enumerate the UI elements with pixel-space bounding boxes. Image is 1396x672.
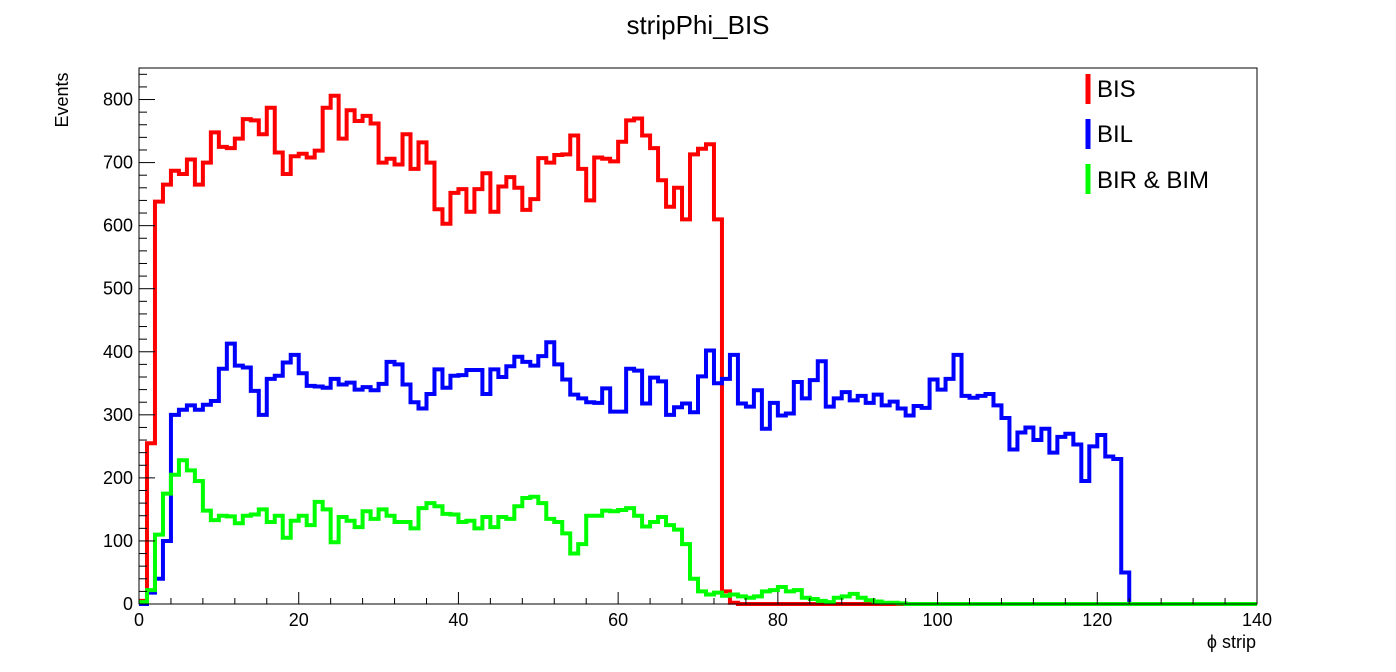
plot-frame [138, 67, 1258, 605]
x-tick-label: 80 [768, 610, 788, 630]
y-tick-label: 300 [103, 405, 133, 425]
legend: BIS BIL BIR & BIM [1085, 74, 1209, 194]
y-axis-label: Events [52, 72, 72, 127]
y-tick-label: 700 [103, 153, 133, 173]
y-tick-label: 200 [103, 468, 133, 488]
y-tick-label: 0 [123, 594, 133, 614]
x-tick-label: 120 [1082, 610, 1112, 630]
x-tick-label: 0 [134, 610, 144, 630]
y-tick-label: 500 [103, 279, 133, 299]
y-tick-label: 800 [103, 90, 133, 110]
x-axis-label: ϕ strip [1207, 632, 1256, 652]
x-tick-label: 140 [1242, 610, 1272, 630]
y-tick-label: 400 [103, 342, 133, 362]
y-tick-label: 100 [103, 531, 133, 551]
chart-title: stripPhi_BIS [626, 10, 769, 40]
x-tick-label: 60 [608, 610, 628, 630]
axes-layer: 0 20 40 60 80 100 120 140 0 100 200 300 400 500 600 700… [103, 67, 1272, 630]
series-line-bil [139, 340, 1257, 606]
x-tick-label: 100 [923, 610, 953, 630]
legend-label-bis: BIS [1097, 76, 1136, 103]
x-tick-label: 20 [289, 610, 309, 630]
x-tick-label: 40 [448, 610, 468, 630]
legend-label-bil: BIL [1097, 121, 1133, 148]
y-tick-label: 600 [103, 216, 133, 236]
legend-label-bir-bim: BIR & BIM [1097, 167, 1209, 194]
